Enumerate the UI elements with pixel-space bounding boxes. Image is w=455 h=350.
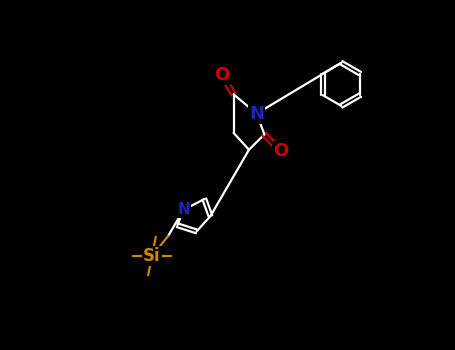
Text: O: O <box>273 141 288 160</box>
Text: N: N <box>177 202 190 217</box>
Text: Si: Si <box>143 247 161 265</box>
Text: O: O <box>214 66 230 84</box>
Text: N: N <box>249 105 264 122</box>
